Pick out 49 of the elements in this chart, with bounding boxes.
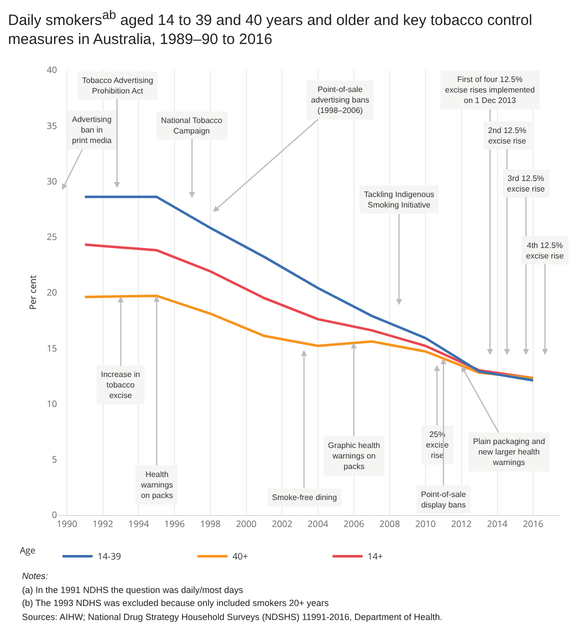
source-note: Sources: AIHW; National Drug Strategy Household Surveys (NDSHS) 11991-2016, Department of Health.: [22, 612, 442, 622]
y-axis-title: Per cent: [26, 275, 40, 310]
annotation: Health warnings on packs: [140, 470, 174, 500]
annotation: 3rd 12.5% excise rise: [507, 174, 546, 194]
legend-title: Age: [20, 543, 50, 556]
x-tick-label: 2006: [344, 516, 364, 530]
y-tick-label: 30: [46, 174, 57, 188]
y-tick-label: 15: [46, 341, 57, 354]
x-tick-label: 1992: [92, 516, 114, 530]
y-tick-label: 5: [52, 452, 57, 466]
annotation: Advertising ban in print media: [72, 115, 112, 145]
y-tick-label: 10: [46, 396, 57, 410]
x-tick-label: 1998: [200, 516, 221, 530]
text: (b) The 1993 NDHS was excluded because only included smokers 20+ years: [22, 598, 330, 608]
annotation: Increase in tobacco excise: [101, 370, 140, 400]
x-tick-label: 2004: [308, 516, 328, 530]
y-tick-label: 25: [46, 230, 57, 244]
y-tick-label: 0: [52, 508, 57, 522]
annotation: Graphic health warnings on packs: [328, 441, 380, 471]
annotation: Point-of-sale display bans: [421, 490, 466, 510]
chart-title: Daily smokers$^{ab}$ aged 14 to 39 and 40 years and older and key tobacco control measures in Australia, 1989–90 to 2016: [8, 7, 534, 49]
annotation: First of four 12.5% excise rises implemented on 1 Dec 2013: [445, 75, 535, 105]
y-tick-label: 20: [46, 286, 57, 299]
legend-label: 40+: [232, 550, 248, 563]
x-tick-label: 2012: [451, 516, 472, 530]
annotation: National Tobacco Campaign: [161, 116, 223, 136]
x-tick-label: 2000: [236, 516, 257, 530]
annotation: 4th 12.5% excise rise: [526, 241, 564, 260]
annotation: Plain packaging and new larger health warnings: [473, 437, 546, 467]
x-tick-label: 2016: [522, 516, 544, 530]
x-tick-label: 2008: [379, 516, 400, 530]
y-tick-label: 40: [46, 63, 57, 76]
x-tick-label: 2002: [272, 516, 292, 530]
annotation: 2nd 12.5% excise rise: [488, 126, 527, 146]
legend-label: 14+: [368, 550, 383, 563]
text: (a) In the 1991 NDHS the question was daily/most days: [22, 585, 244, 595]
annotation: Smoke-free dining: [272, 493, 337, 502]
text: Notes:: [22, 571, 49, 581]
line-series: [84, 294, 534, 380]
x-tick-label: 1996: [164, 516, 185, 530]
annotation: Tobacco Advertising Prohibition Act: [82, 76, 154, 96]
annotation: Point-of-sale advertising bans (1998–2006): [311, 85, 370, 115]
x-tick-label: 2014: [486, 516, 508, 530]
annotation: Tackling Indigenous Smoking Initiative: [364, 190, 434, 210]
legend-label: 14-39: [98, 550, 121, 563]
y-tick-label: 35: [46, 118, 57, 132]
x-tick-label: 1990: [56, 516, 78, 530]
x-tick-label: 1994: [128, 516, 149, 530]
x-tick-label: 2010: [415, 516, 436, 530]
